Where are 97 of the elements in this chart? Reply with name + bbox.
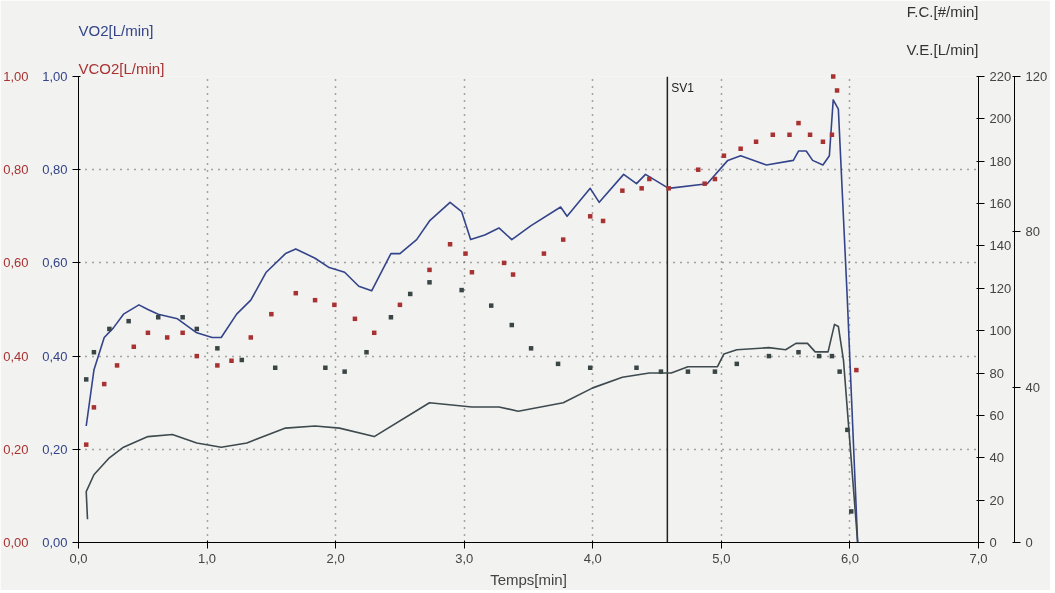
point [830, 74, 836, 79]
y-tick-label: 0,40 [3, 348, 29, 364]
point [658, 369, 664, 374]
point [107, 326, 112, 332]
y2-tick-label: 80 [989, 365, 1004, 381]
ref-line-label: SV1 [671, 80, 695, 95]
text: 0,20 [42, 441, 68, 457]
point [834, 88, 840, 93]
y2-tick-label: 120 [989, 280, 1012, 296]
point [787, 132, 792, 137]
point [215, 346, 220, 351]
y2-tick-label: 220 [989, 69, 1012, 84]
text: 0,60 [42, 255, 68, 271]
point [634, 365, 639, 370]
point [848, 509, 854, 514]
point [215, 363, 220, 368]
y-tick-label: 0,20 [3, 441, 29, 457]
point [753, 139, 759, 144]
y2-axis-title: F.C.[#/min] [906, 2, 979, 20]
point [587, 214, 593, 219]
point [427, 280, 432, 285]
x-axis-title: Temps[min] [490, 570, 567, 588]
point [447, 242, 453, 247]
x-tick-label: 7,0 [969, 550, 988, 566]
point [528, 346, 534, 351]
y2-tick-label: 200 [989, 111, 1012, 127]
point [738, 146, 743, 151]
point [721, 153, 727, 158]
text: 0,00 [42, 535, 68, 550]
y2-tick-label: 180 [989, 153, 1012, 169]
point [837, 369, 842, 374]
point [180, 315, 185, 320]
point [685, 369, 691, 374]
x-tick-label: 5,0 [712, 550, 731, 566]
point [459, 287, 464, 293]
x-tick-label: 1,0 [198, 550, 217, 566]
point [91, 405, 97, 410]
point [126, 318, 131, 324]
y3-tick-label: 0 [1025, 535, 1033, 550]
point [342, 369, 347, 374]
point [114, 363, 120, 368]
point [180, 330, 185, 336]
point [269, 311, 274, 317]
point [647, 176, 652, 182]
point [695, 167, 701, 172]
y2-tick-label: 100 [989, 323, 1012, 339]
text: VCO2[L/min] [78, 59, 165, 77]
y-tick-label: 0,00 [3, 535, 29, 550]
y-tick-label: 1,00 [3, 69, 29, 84]
x-tick-label: 2,0 [326, 550, 345, 566]
point [666, 186, 671, 191]
point [323, 365, 328, 370]
point [248, 335, 254, 340]
y3-axis-title: V.E.[L/min] [906, 40, 979, 58]
point [712, 369, 718, 374]
x-tick-label: 0,0 [69, 550, 88, 566]
point [427, 267, 432, 273]
y2-tick-label: 160 [989, 196, 1012, 212]
point [83, 377, 89, 382]
y3-tick-label: 80 [1025, 224, 1040, 240]
point [639, 186, 644, 191]
point [854, 367, 859, 373]
point [164, 335, 170, 340]
line-series [85, 323, 859, 543]
text: 0,80 [42, 162, 68, 178]
point [388, 315, 394, 320]
point [510, 272, 516, 277]
point [229, 358, 234, 364]
point [463, 251, 468, 256]
x-tick-label: 3,0 [455, 550, 474, 566]
point [332, 302, 337, 308]
point [541, 251, 547, 256]
point [702, 181, 707, 186]
text: 0,40 [42, 348, 68, 364]
y3-tick-label: 40 [1025, 379, 1040, 395]
point [796, 349, 801, 355]
y-axis-title: VO2[L/min] [78, 21, 154, 39]
point [796, 120, 801, 126]
y2-tick-label: 140 [989, 238, 1012, 254]
y-tick-label: 0,80 [3, 162, 29, 178]
text: 1,00 [42, 69, 68, 84]
point [155, 315, 161, 320]
y-tick-label: 0,60 [3, 255, 29, 271]
point [364, 349, 369, 355]
y2-tick-label: 20 [989, 492, 1004, 508]
y2-tick-label: 0 [989, 535, 997, 550]
y2-tick-label: 40 [989, 450, 1004, 466]
point [620, 188, 625, 193]
point [845, 427, 850, 433]
x-tick-label: 4,0 [583, 550, 602, 566]
point [488, 303, 494, 308]
y2-tick-label: 60 [989, 407, 1004, 423]
y3-tick-label: 120 [1025, 69, 1048, 84]
x-tick-label: 6,0 [840, 550, 859, 566]
point [820, 139, 826, 144]
point [560, 237, 566, 242]
point [83, 442, 89, 447]
